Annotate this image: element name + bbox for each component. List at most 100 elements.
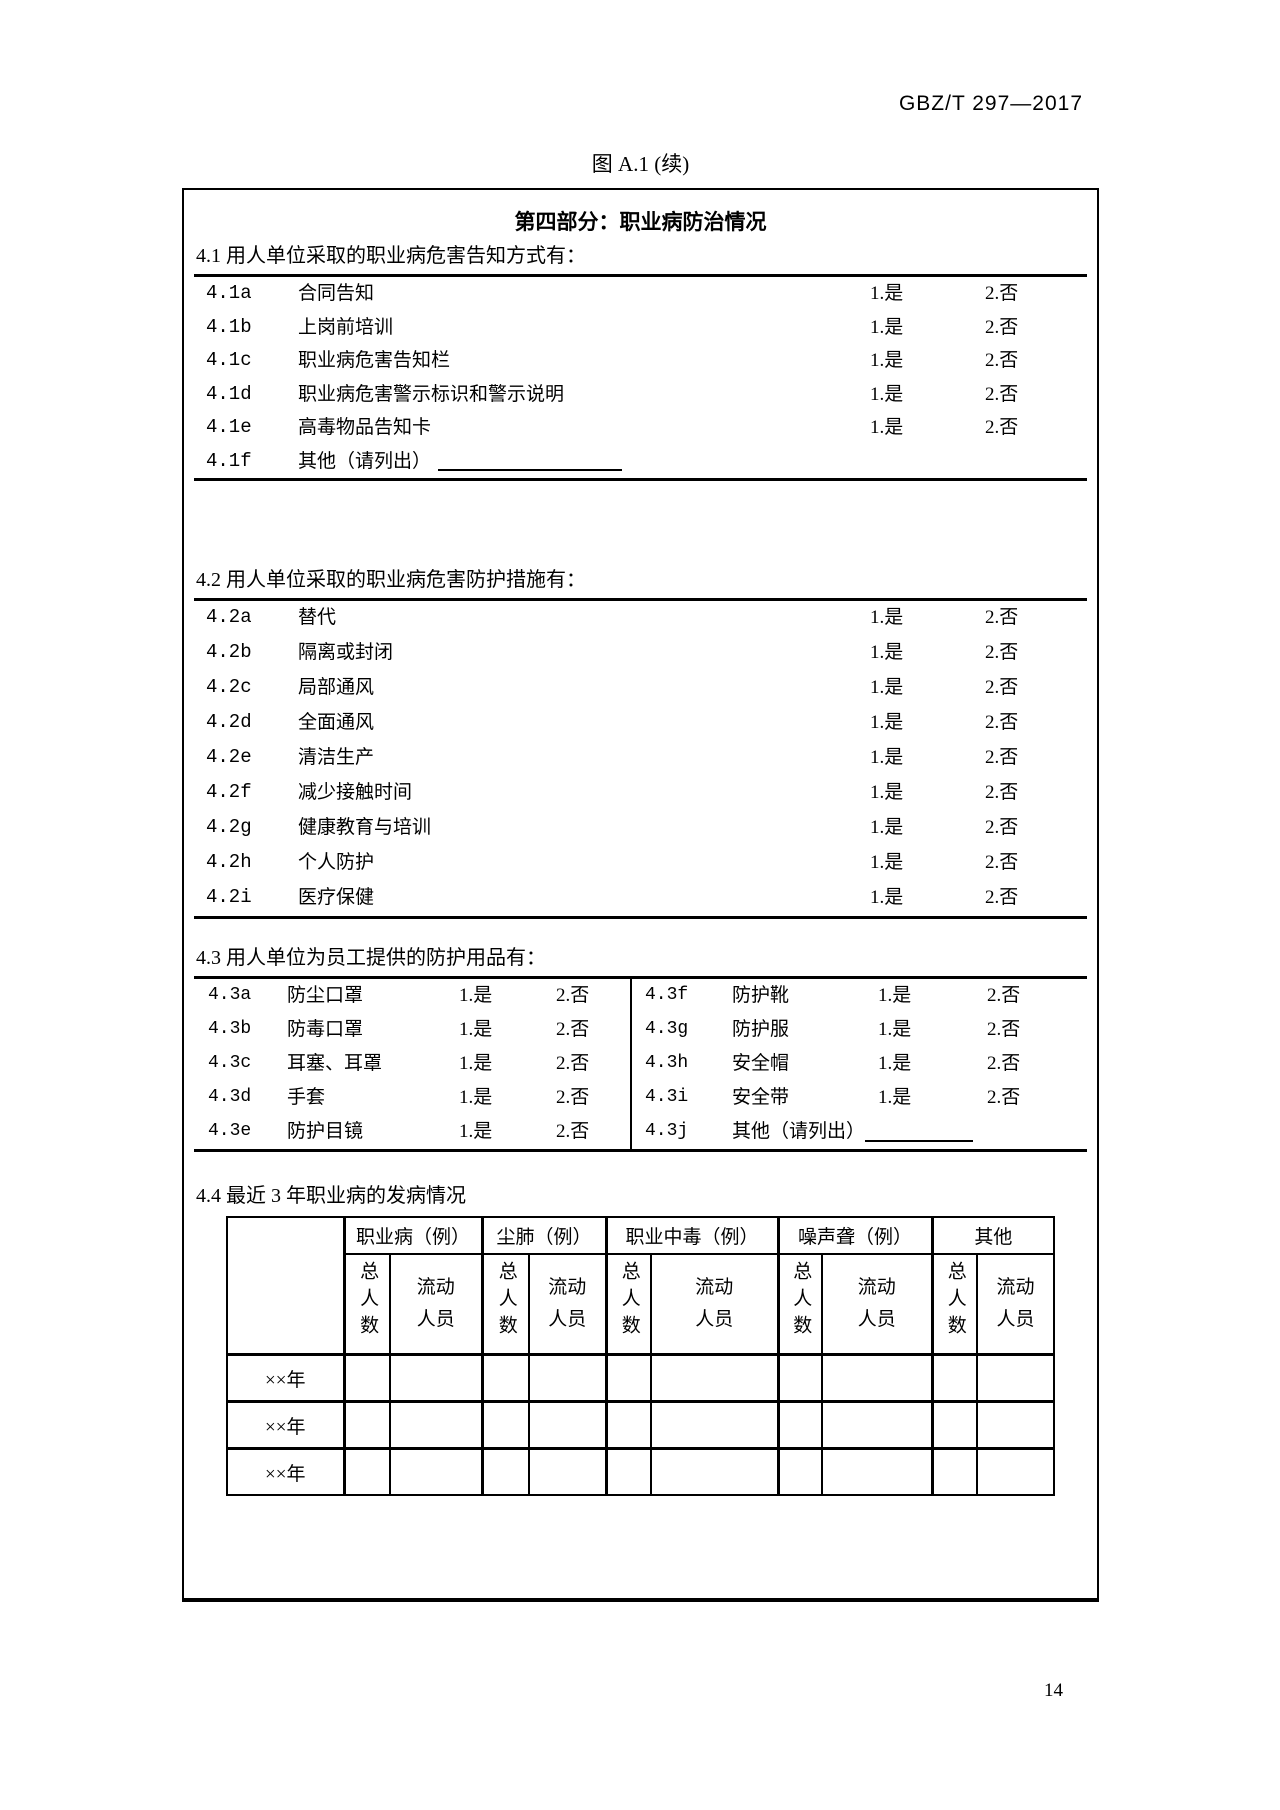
yes-option: 1.是 bbox=[870, 642, 904, 663]
form-item-row: 4.1f 其他（请列出） bbox=[194, 445, 1087, 479]
form-item-row: 4.2b 隔离或封闭 1.是 2.否 bbox=[194, 636, 1087, 671]
group-header: 职业病（例） bbox=[342, 1216, 484, 1255]
year-label: ××年 bbox=[226, 1353, 346, 1403]
yes-option: 1.是 bbox=[878, 1019, 912, 1040]
no-option: 2.否 bbox=[985, 817, 1019, 838]
item-code: 4.3f bbox=[645, 985, 689, 1005]
empty-cell bbox=[604, 1353, 653, 1403]
subheader-total-text: 总人数 bbox=[618, 1260, 640, 1342]
empty-cell bbox=[650, 1353, 780, 1403]
year-data-row: ××年 bbox=[226, 1447, 1056, 1496]
item-label: 健康教育与培训 bbox=[298, 817, 432, 838]
item-label: 防护服 bbox=[732, 1019, 790, 1040]
item-label: 职业病危害告知栏 bbox=[298, 350, 451, 371]
item-label: 清洁生产 bbox=[298, 747, 375, 768]
yes-option: 1.是 bbox=[870, 712, 904, 733]
no-option: 2.否 bbox=[556, 985, 590, 1006]
empty-cell bbox=[342, 1447, 391, 1496]
item-code: 4.1c bbox=[206, 349, 252, 371]
group-header: 尘肺（例） bbox=[480, 1216, 608, 1255]
form-item-row: 4.2d 全面通风 1.是 2.否 bbox=[194, 706, 1087, 741]
no-option: 2.否 bbox=[985, 642, 1019, 663]
yes-option: 1.是 bbox=[870, 852, 904, 873]
form-item-row: 4.1d 职业病危害警示标识和警示说明 1.是 2.否 bbox=[194, 378, 1087, 412]
item-label: 医疗保健 bbox=[298, 887, 375, 908]
empty-cell bbox=[976, 1400, 1056, 1450]
empty-cell bbox=[480, 1353, 531, 1403]
group-header: 噪声聋（例） bbox=[776, 1216, 934, 1255]
section-4-1: 4.1 用人单位采取的职业病危害告知方式有： 4.1a 合同告知 1.是 2.否… bbox=[194, 244, 1087, 481]
subheader-mobile: 流动人员 bbox=[976, 1253, 1056, 1356]
rule bbox=[194, 274, 1087, 277]
subheader-mobile: 流动人员 bbox=[388, 1253, 484, 1356]
empty-cell bbox=[388, 1353, 484, 1403]
item-label: 其他（请列出） bbox=[298, 450, 432, 472]
page-number: 14 bbox=[1044, 1680, 1063, 1701]
section-4-4-title: 4.4 最近 3 年职业病的发病情况 bbox=[196, 1185, 466, 1207]
item-label: 其他（请列出） bbox=[732, 1121, 866, 1142]
no-option: 2.否 bbox=[556, 1019, 590, 1040]
empty-cell bbox=[650, 1400, 780, 1450]
no-option: 2.否 bbox=[985, 316, 1019, 338]
item-code: 4.1e bbox=[206, 416, 252, 438]
no-option: 2.否 bbox=[985, 712, 1019, 733]
subheader-mobile: 流动人员 bbox=[650, 1253, 780, 1356]
section-4-2: 4.2 用人单位采取的职业病危害防护措施有： 4.2a 替代 1.是 2.否 4… bbox=[194, 568, 1087, 919]
group-header: 职业中毒（例） bbox=[604, 1216, 780, 1255]
no-option: 2.否 bbox=[985, 607, 1019, 628]
form-item-row: 4.2h 个人防护 1.是 2.否 bbox=[194, 846, 1087, 881]
item-label: 上岗前培训 bbox=[298, 316, 394, 338]
form-item-row: 4.3b 防毒口罩 1.是 2.否 4.3g 防护服 1.是 2.否 bbox=[194, 1013, 1087, 1047]
empty-cell bbox=[976, 1353, 1056, 1403]
rule bbox=[194, 916, 1087, 919]
yes-option: 1.是 bbox=[870, 677, 904, 698]
no-option: 2.否 bbox=[985, 887, 1019, 908]
section-4-3-title: 4.3 用人单位为员工提供的防护用品有： bbox=[196, 947, 546, 969]
item-label: 减少接触时间 bbox=[298, 782, 413, 803]
no-option: 2.否 bbox=[987, 1019, 1021, 1040]
yes-option: 1.是 bbox=[459, 985, 493, 1006]
subheader-mobile-text: 流动人员 bbox=[416, 1276, 455, 1330]
fill-in-blank-line bbox=[438, 468, 622, 471]
section-4-1-rows: 4.1a 合同告知 1.是 2.否 4.1b 上岗前培训 1.是 2.否 4.1… bbox=[194, 277, 1087, 478]
subheader-total: 总人数 bbox=[604, 1253, 653, 1356]
subheader-total: 总人数 bbox=[480, 1253, 531, 1356]
figure-caption: 图 A.1 (续) bbox=[591, 152, 690, 176]
yes-option: 1.是 bbox=[459, 1053, 493, 1074]
no-option: 2.否 bbox=[987, 1053, 1021, 1074]
item-code: 4.3d bbox=[208, 1087, 252, 1107]
no-option: 2.否 bbox=[987, 1087, 1021, 1108]
yes-option: 1.是 bbox=[870, 887, 904, 908]
item-label: 个人防护 bbox=[298, 852, 375, 873]
no-option: 2.否 bbox=[985, 782, 1019, 803]
item-label: 防尘口罩 bbox=[287, 985, 364, 1006]
subheader-mobile-text: 流动人员 bbox=[548, 1276, 587, 1330]
subheader-total-text: 总人数 bbox=[790, 1260, 812, 1342]
incidence-table: 职业病（例） 尘肺（例） 职业中毒（例） 噪声聋（例） 其他 总人数 流动人员 … bbox=[226, 1216, 1056, 1496]
empty-cell bbox=[388, 1400, 484, 1450]
item-code: 4.3j bbox=[645, 1121, 689, 1141]
item-label: 防护靴 bbox=[732, 985, 790, 1006]
subheader-total-text: 总人数 bbox=[495, 1260, 517, 1342]
item-code: 4.2c bbox=[206, 676, 252, 698]
item-label: 防护目镜 bbox=[287, 1121, 364, 1142]
subheader-mobile-text: 流动人员 bbox=[996, 1276, 1035, 1330]
item-code: 4.2h bbox=[206, 851, 252, 873]
item-label: 耳塞、耳罩 bbox=[287, 1053, 383, 1074]
no-option: 2.否 bbox=[556, 1121, 590, 1142]
item-code: 4.2f bbox=[206, 781, 252, 803]
item-code: 4.3i bbox=[645, 1087, 689, 1107]
group-header: 其他 bbox=[930, 1216, 1056, 1255]
empty-cell bbox=[528, 1447, 608, 1496]
no-option: 2.否 bbox=[985, 350, 1019, 371]
item-code: 4.3g bbox=[645, 1019, 689, 1039]
empty-cell bbox=[930, 1353, 979, 1403]
no-option: 2.否 bbox=[985, 677, 1019, 698]
empty-cell bbox=[776, 1353, 824, 1403]
yes-option: 1.是 bbox=[459, 1121, 493, 1142]
item-code: 4.2i bbox=[206, 886, 252, 908]
item-code: 4.3c bbox=[208, 1053, 252, 1073]
form-item-row: 4.3d 手套 1.是 2.否 4.3i 安全带 1.是 2.否 bbox=[194, 1081, 1087, 1115]
year-data-row: ××年 bbox=[226, 1353, 1056, 1403]
form-item-row: 4.2g 健康教育与培训 1.是 2.否 bbox=[194, 811, 1087, 846]
